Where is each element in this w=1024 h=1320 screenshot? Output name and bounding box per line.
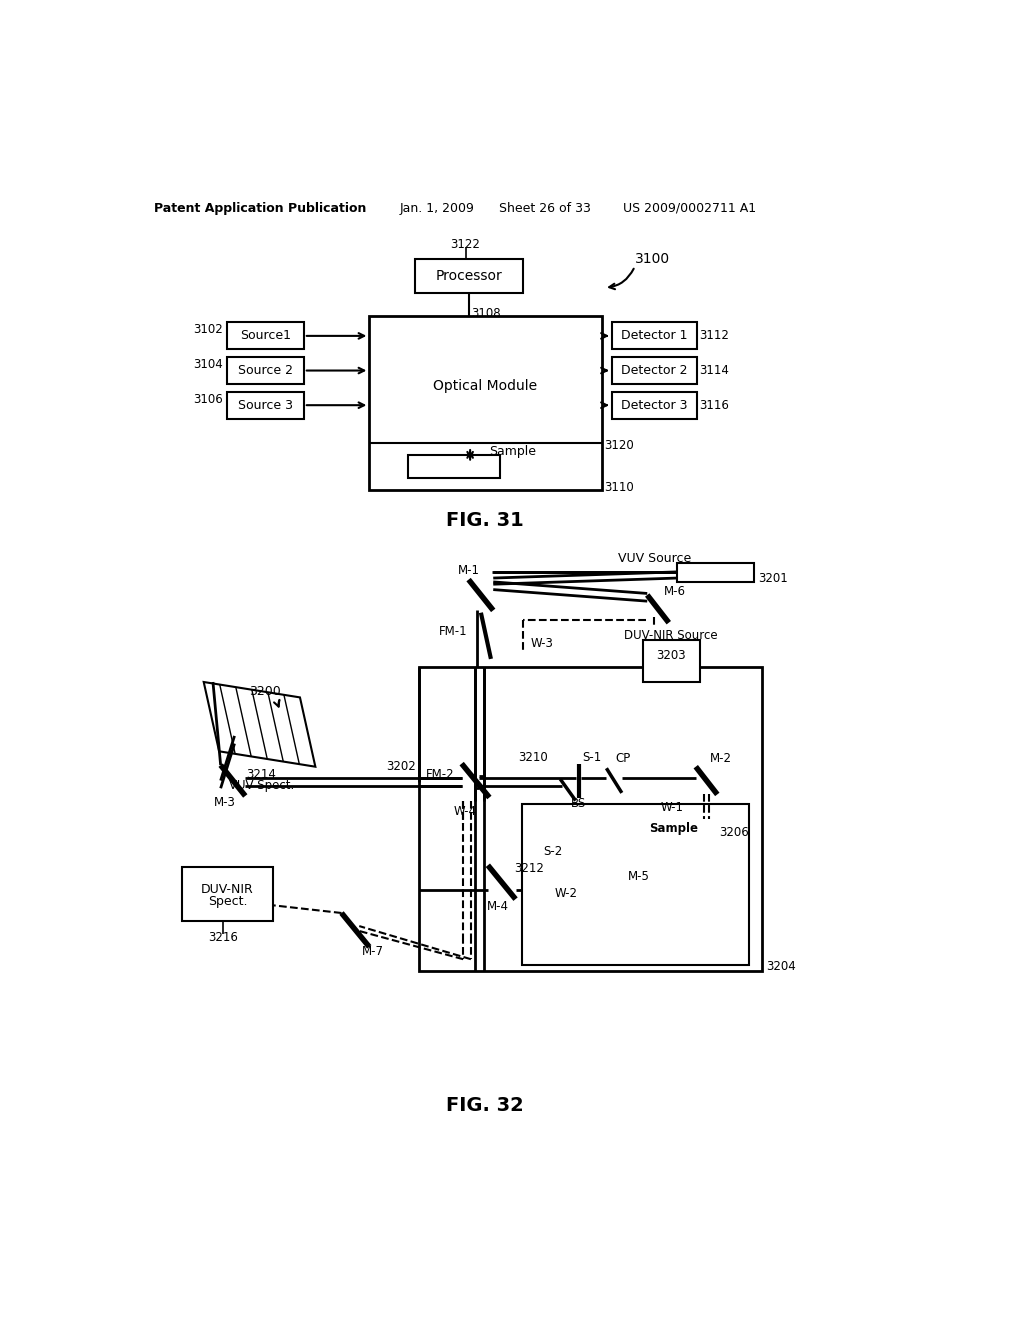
Bar bbox=[370, 317, 602, 490]
Text: 3104: 3104 bbox=[194, 358, 223, 371]
Text: Source1: Source1 bbox=[240, 330, 291, 342]
Bar bbox=[521, 804, 749, 965]
Text: Sample: Sample bbox=[489, 445, 537, 458]
Text: Detector 1: Detector 1 bbox=[621, 330, 687, 342]
Text: M-3: M-3 bbox=[214, 796, 237, 809]
Text: M-7: M-7 bbox=[361, 945, 384, 958]
Bar bbox=[226, 392, 304, 418]
Text: Processor: Processor bbox=[436, 269, 503, 282]
Text: Source 2: Source 2 bbox=[238, 364, 293, 378]
Bar bbox=[226, 322, 304, 350]
Text: 3108: 3108 bbox=[472, 308, 502, 321]
Text: FIG. 31: FIG. 31 bbox=[445, 511, 523, 529]
Text: 3120: 3120 bbox=[604, 440, 634, 453]
Bar bbox=[643, 640, 700, 682]
Text: 3212: 3212 bbox=[514, 862, 544, 875]
Text: Patent Application Publication: Patent Application Publication bbox=[154, 202, 366, 215]
Text: 3203: 3203 bbox=[656, 648, 686, 661]
Text: 3216: 3216 bbox=[208, 931, 238, 944]
Text: 3200: 3200 bbox=[250, 685, 282, 698]
Text: CP: CP bbox=[615, 752, 631, 766]
Bar bbox=[630, 818, 718, 836]
Bar bbox=[677, 562, 755, 582]
Text: 3214: 3214 bbox=[247, 768, 276, 781]
Text: Detector 3: Detector 3 bbox=[621, 399, 687, 412]
Text: W-1: W-1 bbox=[660, 801, 683, 814]
Text: VUV Source: VUV Source bbox=[617, 552, 691, 565]
Text: DUV-NIR: DUV-NIR bbox=[201, 883, 254, 896]
Text: DUV-NIR Source: DUV-NIR Source bbox=[625, 630, 718, 643]
Text: 3201: 3201 bbox=[758, 572, 787, 585]
Text: M-1: M-1 bbox=[459, 564, 480, 577]
Text: 3114: 3114 bbox=[699, 364, 729, 378]
Bar bbox=[611, 322, 696, 350]
Text: FM-1: FM-1 bbox=[438, 626, 467, 639]
Text: Optical Module: Optical Module bbox=[433, 379, 538, 392]
Bar bbox=[611, 358, 696, 384]
Text: Jan. 1, 2009: Jan. 1, 2009 bbox=[400, 202, 475, 215]
Text: Spect.: Spect. bbox=[208, 895, 248, 908]
Text: S-1: S-1 bbox=[582, 751, 601, 764]
Text: 3110: 3110 bbox=[604, 480, 634, 494]
Text: Sample: Sample bbox=[649, 822, 698, 834]
Bar bbox=[226, 358, 304, 384]
Text: M-6: M-6 bbox=[665, 585, 686, 598]
Text: W-4: W-4 bbox=[454, 805, 477, 818]
Text: W-3: W-3 bbox=[531, 638, 554, 649]
Bar bbox=[408, 455, 500, 478]
Text: Sheet 26 of 33: Sheet 26 of 33 bbox=[499, 202, 591, 215]
Bar bbox=[611, 392, 696, 418]
Text: US 2009/0002711 A1: US 2009/0002711 A1 bbox=[624, 202, 757, 215]
Text: 3202: 3202 bbox=[386, 760, 416, 774]
Bar bbox=[182, 867, 273, 921]
Text: W-2: W-2 bbox=[555, 887, 578, 900]
Text: VUV Spect.: VUV Spect. bbox=[228, 779, 294, 792]
Text: 3116: 3116 bbox=[699, 399, 729, 412]
Text: 3204: 3204 bbox=[766, 961, 796, 973]
Text: Detector 2: Detector 2 bbox=[621, 364, 687, 378]
Text: 3112: 3112 bbox=[699, 330, 729, 342]
Bar bbox=[416, 259, 523, 293]
Text: 3100: 3100 bbox=[635, 252, 670, 265]
Text: M-2: M-2 bbox=[711, 752, 732, 766]
Text: M-4: M-4 bbox=[486, 900, 509, 913]
Text: 3210: 3210 bbox=[518, 751, 548, 764]
Text: 3102: 3102 bbox=[194, 323, 223, 337]
Bar bbox=[419, 667, 762, 970]
Text: Source 3: Source 3 bbox=[238, 399, 293, 412]
Text: FIG. 32: FIG. 32 bbox=[445, 1096, 523, 1115]
Text: BS: BS bbox=[571, 797, 587, 810]
Text: FM-2: FM-2 bbox=[425, 768, 454, 781]
Text: 3206: 3206 bbox=[720, 825, 750, 838]
Text: S-2: S-2 bbox=[544, 845, 562, 858]
Text: 3106: 3106 bbox=[194, 392, 223, 405]
Text: 3122: 3122 bbox=[451, 238, 480, 251]
Text: M-5: M-5 bbox=[628, 870, 650, 883]
